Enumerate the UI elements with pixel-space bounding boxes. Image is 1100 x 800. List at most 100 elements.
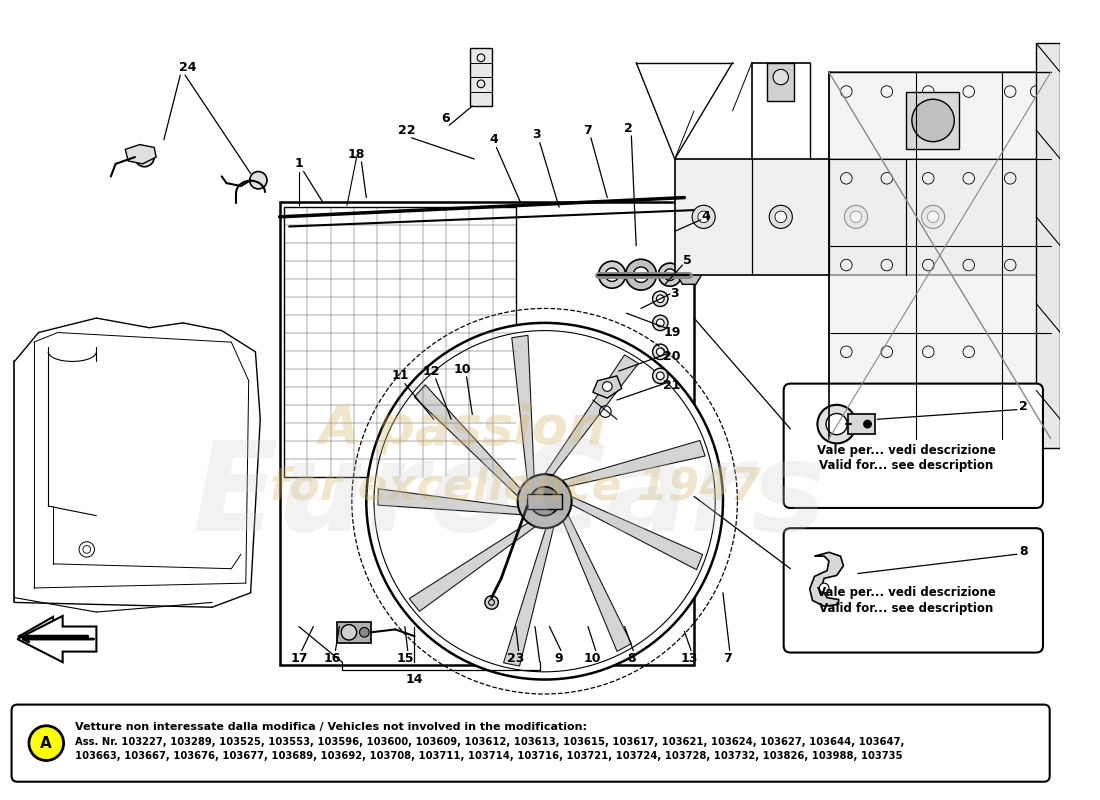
Text: for excellence 1947: for excellence 1947	[270, 466, 761, 508]
Circle shape	[652, 368, 668, 384]
Polygon shape	[527, 494, 562, 509]
Polygon shape	[125, 145, 156, 164]
Text: 8: 8	[1020, 545, 1028, 558]
Circle shape	[140, 152, 150, 162]
Circle shape	[652, 344, 668, 359]
Circle shape	[776, 211, 786, 222]
Text: Valid for... see description: Valid for... see description	[820, 602, 993, 614]
Polygon shape	[810, 552, 844, 606]
Text: 3: 3	[532, 129, 541, 142]
FancyBboxPatch shape	[783, 384, 1043, 508]
Text: Ass. Nr. 103227, 103289, 103525, 103553, 103596, 103600, 103609, 103612, 103613,: Ass. Nr. 103227, 103289, 103525, 103553,…	[75, 737, 904, 747]
Text: 2: 2	[1020, 400, 1028, 414]
Polygon shape	[20, 617, 87, 655]
Circle shape	[652, 291, 668, 306]
Polygon shape	[409, 522, 536, 611]
Circle shape	[518, 474, 572, 528]
Circle shape	[817, 405, 856, 443]
Bar	[471, 48, 492, 106]
Text: Vale per... vedi descrizione: Vale per... vedi descrizione	[816, 586, 996, 599]
Text: 13: 13	[681, 652, 697, 665]
Text: A: A	[41, 736, 52, 750]
Text: Vetture non interessate dalla modifica / Vehicles not involved in the modificati: Vetture non interessate dalla modifica /…	[75, 722, 587, 732]
Circle shape	[598, 261, 626, 288]
Circle shape	[864, 420, 871, 428]
Circle shape	[850, 211, 861, 222]
Circle shape	[652, 315, 668, 330]
Text: 12: 12	[422, 365, 440, 378]
Text: 18: 18	[348, 148, 365, 161]
Circle shape	[697, 211, 710, 222]
Circle shape	[769, 206, 792, 229]
Circle shape	[360, 627, 370, 637]
Text: 8: 8	[627, 652, 636, 665]
Bar	[768, 62, 794, 101]
Text: 3: 3	[670, 287, 679, 301]
Circle shape	[912, 99, 955, 142]
Circle shape	[773, 70, 789, 85]
Circle shape	[341, 625, 356, 640]
Text: 11: 11	[392, 370, 409, 382]
Circle shape	[538, 494, 551, 508]
Circle shape	[820, 583, 829, 593]
Text: 7: 7	[584, 124, 593, 137]
Text: Vale per... vedi descrizione: Vale per... vedi descrizione	[816, 444, 996, 457]
Bar	[829, 72, 1050, 438]
Polygon shape	[571, 497, 703, 570]
Circle shape	[927, 211, 939, 222]
Text: 15: 15	[396, 652, 414, 665]
Circle shape	[603, 382, 612, 391]
Circle shape	[530, 486, 559, 516]
FancyBboxPatch shape	[783, 528, 1043, 653]
Text: 4: 4	[701, 210, 710, 223]
Circle shape	[657, 319, 664, 326]
Circle shape	[657, 295, 664, 302]
Text: 9: 9	[554, 652, 563, 665]
Circle shape	[626, 259, 657, 290]
Polygon shape	[544, 355, 638, 475]
Polygon shape	[676, 265, 702, 284]
Text: 5: 5	[683, 254, 692, 266]
Circle shape	[664, 269, 675, 281]
Text: 10: 10	[584, 652, 602, 665]
Circle shape	[250, 171, 267, 189]
Bar	[279, 202, 694, 665]
Text: 23: 23	[507, 652, 525, 665]
FancyBboxPatch shape	[12, 705, 1049, 782]
Text: 10: 10	[454, 362, 472, 376]
Circle shape	[659, 263, 682, 286]
Text: A passion: A passion	[318, 403, 605, 455]
Text: 7: 7	[724, 652, 733, 665]
Polygon shape	[562, 441, 705, 486]
Circle shape	[657, 348, 664, 356]
Text: 2: 2	[624, 122, 632, 134]
Polygon shape	[378, 489, 521, 514]
Bar	[285, 207, 516, 477]
Text: 1: 1	[295, 158, 304, 170]
Circle shape	[634, 267, 649, 282]
Circle shape	[485, 596, 498, 609]
Circle shape	[366, 323, 723, 679]
Text: 21: 21	[663, 379, 681, 392]
Bar	[1036, 43, 1060, 448]
Bar	[338, 622, 371, 643]
Bar	[906, 91, 959, 150]
Polygon shape	[563, 514, 631, 651]
Polygon shape	[415, 385, 520, 497]
Bar	[674, 159, 1050, 274]
Text: 14: 14	[406, 673, 424, 686]
Circle shape	[692, 206, 715, 229]
Circle shape	[826, 414, 847, 434]
Bar	[848, 414, 876, 434]
Text: 22: 22	[398, 124, 416, 137]
Text: 19: 19	[663, 326, 681, 339]
Polygon shape	[504, 526, 553, 666]
Circle shape	[29, 726, 64, 761]
Circle shape	[605, 268, 619, 282]
Text: 6: 6	[441, 112, 450, 125]
Text: EuroCars: EuroCars	[192, 436, 827, 557]
Text: 103663, 103667, 103676, 103677, 103689, 103692, 103708, 103711, 103714, 103716, : 103663, 103667, 103676, 103677, 103689, …	[75, 750, 903, 761]
Text: 20: 20	[663, 350, 681, 363]
Text: 16: 16	[323, 652, 341, 665]
Circle shape	[135, 147, 154, 166]
